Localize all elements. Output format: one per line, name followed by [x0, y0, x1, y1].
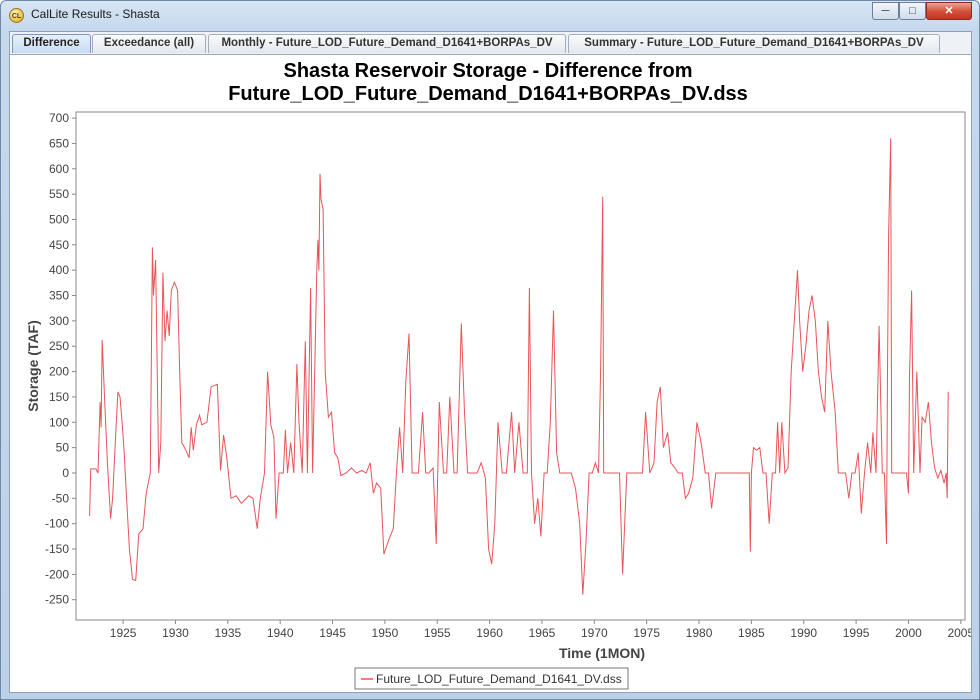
x-tick-label: 2000: [895, 626, 922, 640]
tab-summary[interactable]: Summary - Future_LOD_Future_Demand_D1641…: [568, 34, 940, 53]
y-tick-label: -50: [52, 491, 70, 505]
y-axis: -250 -200 -150 -100 -50 0 50 100 150 200 250 300 350…: [45, 111, 76, 607]
chart-panel: Shasta Reservoir Storage - Difference fr…: [10, 55, 971, 692]
y-tick-label: 400: [49, 263, 69, 277]
x-tick-label: 1985: [738, 626, 765, 640]
y-tick-label: 450: [49, 238, 69, 252]
y-tick-label: -200: [45, 567, 69, 581]
y-tick-label: 250: [49, 339, 69, 353]
y-tick-label: 500: [49, 212, 69, 226]
x-tick-label: 1940: [267, 626, 294, 640]
x-axis: 1925 1930 1935 1940 1945 1950 1955 1960 1965 1970…: [110, 620, 971, 640]
y-axis-label: Storage (TAF): [25, 320, 41, 412]
chart-title-line1: Shasta Reservoir Storage - Difference fr…: [283, 60, 692, 82]
x-tick-label: 1935: [214, 626, 241, 640]
y-tick-label: 600: [49, 162, 69, 176]
minimize-icon: ─: [881, 5, 890, 17]
x-tick-label: 1990: [790, 626, 817, 640]
app-icon: CL: [9, 8, 24, 23]
y-tick-label: 650: [49, 136, 69, 150]
x-tick-label: 1930: [162, 626, 189, 640]
x-tick-label: 1960: [476, 626, 503, 640]
window-title: CalLite Results - Shasta: [31, 7, 160, 21]
plot-area: [75, 111, 966, 621]
y-tick-label: 100: [49, 415, 69, 429]
y-tick-label: 550: [49, 187, 69, 201]
y-tick-label: 150: [49, 390, 69, 404]
series-line: [89, 138, 949, 595]
x-tick-label: 1950: [372, 626, 399, 640]
y-tick-label: 50: [56, 441, 70, 455]
y-tick-label: 350: [49, 289, 69, 303]
x-tick-label: 1970: [581, 626, 608, 640]
x-tick-label: 1955: [424, 626, 451, 640]
results-panel: Difference Exceedance (all) Monthly - Fu…: [9, 31, 972, 693]
legend: Future_LOD_Future_Demand_D1641_DV.dss: [354, 667, 629, 690]
x-tick-label: 1995: [843, 626, 870, 640]
x-axis-label: Time (1MON): [559, 645, 645, 661]
y-tick-label: 200: [49, 365, 69, 379]
title-bar[interactable]: CL CalLite Results - Shasta ─ □ ✕: [1, 1, 979, 29]
chart-title-line2: Future_LOD_Future_Demand_D1641+BORPAs_DV…: [228, 83, 748, 105]
y-tick-label: -100: [45, 517, 69, 531]
tab-monthly[interactable]: Monthly - Future_LOD_Future_Demand_D1641…: [208, 34, 566, 53]
close-button[interactable]: ✕: [926, 2, 972, 20]
maximize-icon: □: [909, 5, 916, 17]
x-tick-label: 1980: [686, 626, 713, 640]
y-tick-label: -150: [45, 542, 69, 556]
close-icon: ✕: [944, 5, 954, 17]
x-tick-label: 1965: [529, 626, 556, 640]
tab-exceedance[interactable]: Exceedance (all): [92, 34, 206, 53]
maximize-button[interactable]: □: [899, 2, 926, 20]
difference-chart: Shasta Reservoir Storage - Difference fr…: [25, 60, 971, 690]
x-tick-label: 1925: [110, 626, 137, 640]
x-tick-label: 2005: [947, 626, 971, 640]
legend-label: Future_LOD_Future_Demand_D1641_DV.dss: [376, 672, 622, 686]
y-tick-label: 0: [62, 466, 69, 480]
y-tick-label: 700: [49, 111, 69, 125]
tab-bar: Difference Exceedance (all) Monthly - Fu…: [10, 32, 971, 55]
x-tick-label: 1945: [319, 626, 346, 640]
y-tick-label: -250: [45, 593, 69, 607]
tab-difference[interactable]: Difference: [12, 34, 91, 53]
y-tick-label: 300: [49, 314, 69, 328]
legend-box: [354, 667, 629, 690]
x-tick-label: 1975: [633, 626, 660, 640]
minimize-button[interactable]: ─: [872, 2, 899, 20]
